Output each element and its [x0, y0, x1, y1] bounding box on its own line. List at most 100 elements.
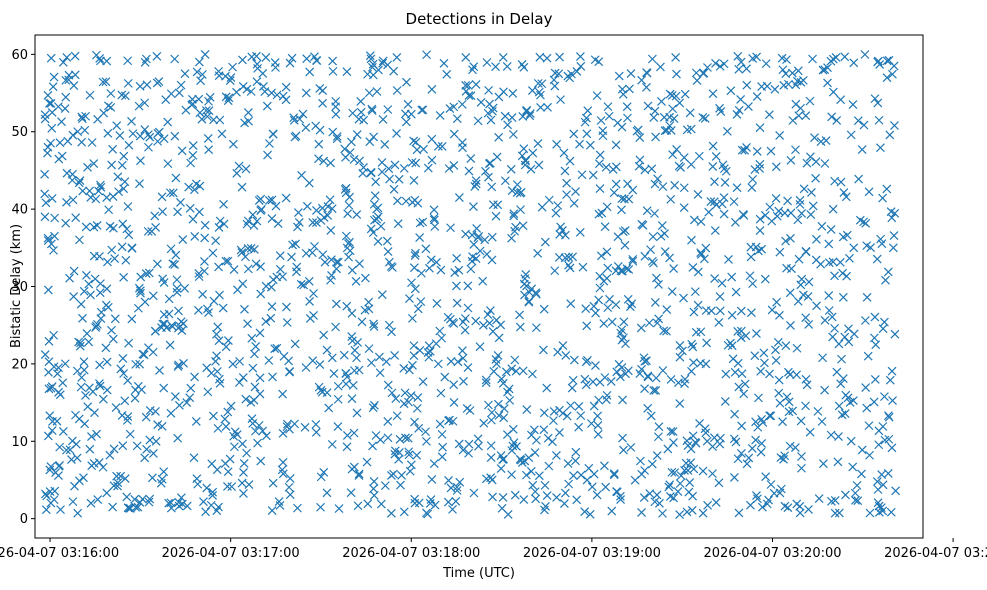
scatter-point: [116, 364, 126, 374]
scatter-point: [560, 166, 570, 176]
scatter-point: [665, 89, 675, 99]
scatter-point: [45, 465, 55, 475]
scatter-point: [47, 123, 57, 133]
scatter-point: [643, 101, 653, 111]
scatter-point: [804, 319, 814, 329]
scatter-point: [550, 81, 560, 91]
scatter-point: [830, 176, 840, 186]
scatter-point: [786, 320, 795, 330]
scatter-point: [311, 427, 321, 437]
scatter-point: [559, 499, 569, 508]
scatter-point: [199, 497, 208, 507]
scatter-point: [118, 354, 128, 363]
scatter-point: [45, 411, 55, 421]
scatter-point: [62, 197, 71, 207]
scatter-point: [393, 219, 403, 229]
scatter-point: [785, 370, 795, 379]
scatter-point: [878, 422, 888, 431]
scatter-point: [421, 508, 431, 518]
scatter-point: [346, 488, 356, 498]
scatter-point: [623, 113, 632, 123]
scatter-point: [689, 215, 699, 225]
scatter-point: [186, 158, 196, 168]
scatter-point: [615, 372, 625, 382]
scatter-point: [491, 354, 501, 364]
scatter-point: [225, 76, 235, 85]
scatter-point: [152, 259, 162, 269]
scatter-point: [524, 296, 534, 306]
scatter-point: [547, 437, 557, 447]
scatter-point: [437, 141, 447, 151]
scatter-point: [50, 231, 59, 241]
x-tick-label: 2026-04-07 03:17:00: [162, 546, 300, 561]
scatter-point: [327, 255, 336, 265]
scatter-point: [599, 276, 609, 286]
scatter-point: [164, 498, 174, 508]
scatter-point: [655, 498, 664, 508]
scatter-point: [698, 112, 708, 122]
scatter-point: [698, 68, 708, 78]
scatter-point: [62, 52, 72, 62]
scatter-point: [834, 432, 843, 441]
scatter-point: [576, 470, 586, 480]
scatter-point: [522, 405, 532, 414]
scatter-point: [471, 254, 481, 264]
scatter-point: [87, 461, 97, 471]
scatter-point: [418, 377, 428, 387]
scatter-point: [475, 342, 485, 352]
scatter-point: [215, 378, 225, 388]
scatter-point: [771, 356, 781, 365]
scatter-point: [621, 339, 630, 349]
scatter-point: [791, 80, 801, 90]
scatter-point: [223, 407, 233, 417]
scatter-point: [121, 255, 131, 265]
scatter-point: [68, 195, 78, 205]
scatter-point: [186, 383, 196, 393]
scatter-point: [878, 324, 888, 334]
scatter-point: [316, 502, 325, 512]
y-tick-label: 50: [11, 125, 28, 140]
scatter-point: [791, 145, 800, 155]
scatter-point: [257, 204, 266, 214]
scatter-point: [119, 369, 129, 378]
scatter-point: [58, 378, 68, 388]
scatter-point: [604, 111, 614, 121]
scatter-point: [212, 329, 221, 339]
scatter-point: [174, 306, 183, 316]
scatter-point: [61, 75, 71, 85]
y-tick-label: 0: [20, 512, 28, 527]
scatter-point: [622, 264, 632, 274]
scatter-point: [580, 117, 590, 127]
scatter-point: [470, 181, 480, 191]
scatter-point: [314, 139, 324, 149]
scatter-point: [295, 114, 305, 124]
scatter-point: [391, 394, 401, 403]
scatter-point: [870, 312, 880, 322]
scatter-point: [799, 184, 809, 194]
scatter-point: [877, 239, 887, 249]
scatter-point: [356, 96, 366, 106]
scatter-point: [347, 265, 357, 275]
scatter-point: [886, 207, 896, 217]
scatter-point: [650, 297, 660, 307]
scatter-point: [351, 276, 361, 286]
scatter-point: [607, 317, 617, 327]
scatter-point: [200, 233, 210, 243]
scatter-point: [500, 111, 510, 121]
scatter-point: [370, 191, 380, 201]
scatter-point: [278, 389, 288, 399]
scatter-point: [430, 500, 440, 510]
scatter-point: [551, 451, 561, 460]
scatter-point: [44, 98, 54, 108]
scatter-point: [501, 367, 511, 377]
scatter-point: [752, 146, 762, 156]
scatter-point: [555, 52, 565, 62]
scatter-point: [85, 444, 95, 454]
scatter-point: [63, 136, 73, 146]
scatter-point: [163, 117, 173, 127]
scatter-point: [464, 448, 474, 458]
scatter-point: [141, 412, 151, 422]
scatter-point: [47, 194, 57, 203]
scatter-point: [542, 53, 552, 63]
